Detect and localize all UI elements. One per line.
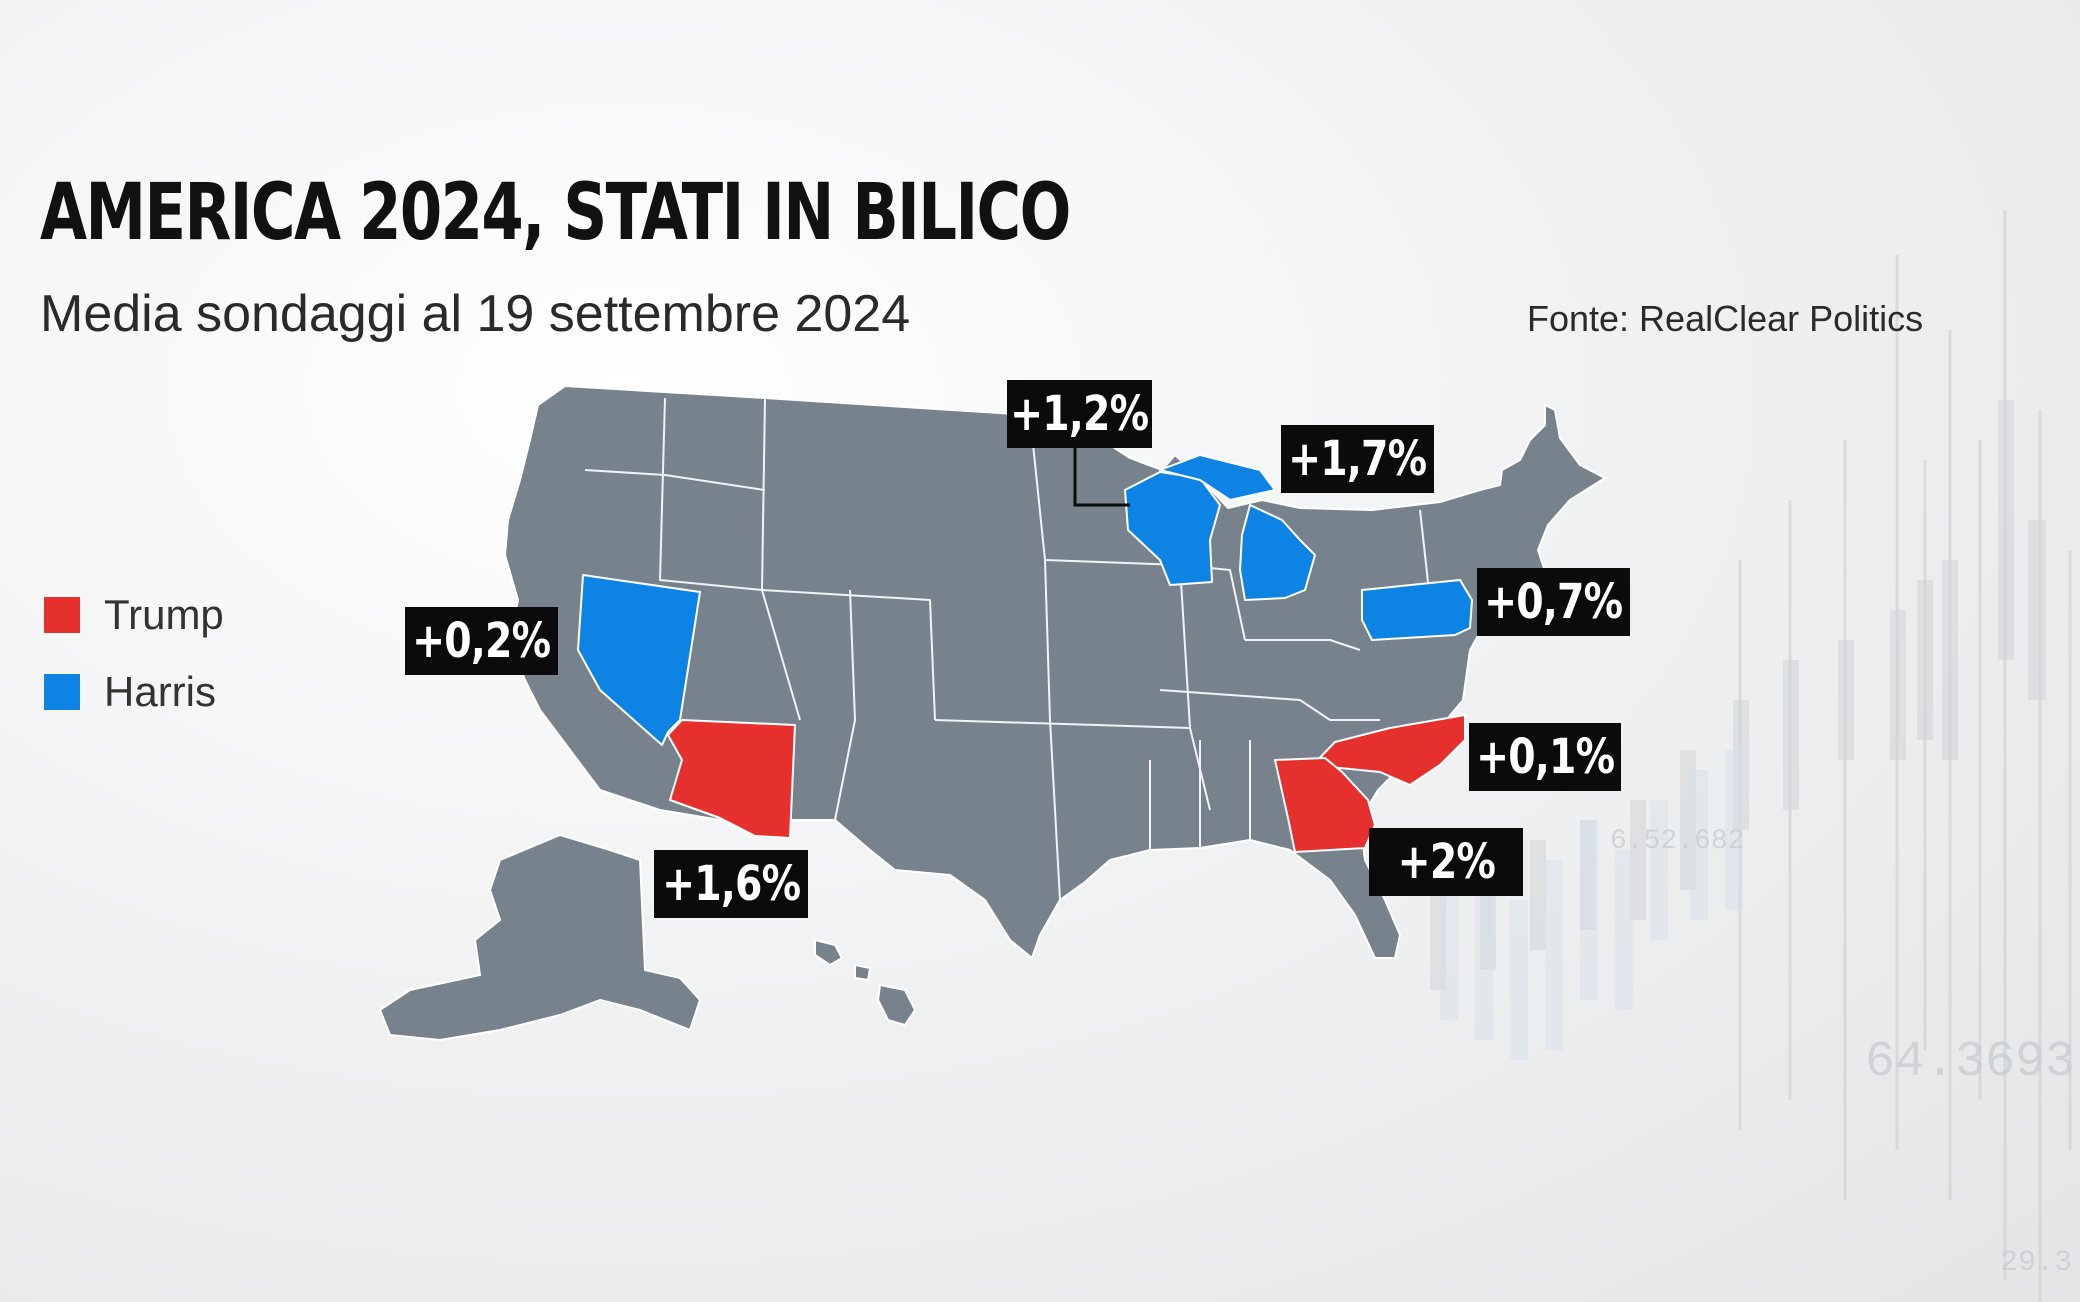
legend-label-harris: Harris <box>104 667 216 715</box>
hawaii <box>814 939 916 1026</box>
source-credit: Fonte: RealClear Politics <box>1527 298 1924 339</box>
legend-label-trump: Trump <box>104 590 224 638</box>
map-subtitle: Media sondaggi al 19 settembre 2024 <box>40 285 911 343</box>
label-north-carolina: +0,1% <box>1469 723 1621 791</box>
legend-item-harris: Harris <box>44 653 224 730</box>
label-minnesota: +1,2% <box>1007 380 1152 448</box>
minnesota-leader-line <box>1073 444 1130 507</box>
bg-number-1: 64.3693 <box>1865 1034 2075 1091</box>
label-nevada: +0,2% <box>405 607 558 675</box>
state-michigan <box>1159 454 1316 601</box>
map-title: AMERICA 2024, STATI IN BILICO <box>40 168 1071 258</box>
label-arizona: +1,6% <box>654 850 808 918</box>
state-georgia <box>1274 757 1376 853</box>
label-pennsylvania: +0,7% <box>1477 568 1630 636</box>
state-nevada <box>577 574 701 746</box>
label-georgia: +2% <box>1369 828 1523 896</box>
legend-swatch-harris <box>44 673 80 710</box>
state-pennsylvania <box>1361 579 1473 641</box>
bg-number-3: 29.3 <box>2000 1246 2072 1280</box>
bg-number-2: 6.52.682 <box>1610 826 1744 857</box>
state-arizona <box>667 719 796 839</box>
legend: Trump Harris <box>44 576 224 730</box>
alaska <box>379 834 701 1041</box>
label-michigan: +1,7% <box>1281 425 1434 493</box>
legend-item-trump: Trump <box>44 576 224 653</box>
legend-swatch-trump <box>44 596 80 633</box>
